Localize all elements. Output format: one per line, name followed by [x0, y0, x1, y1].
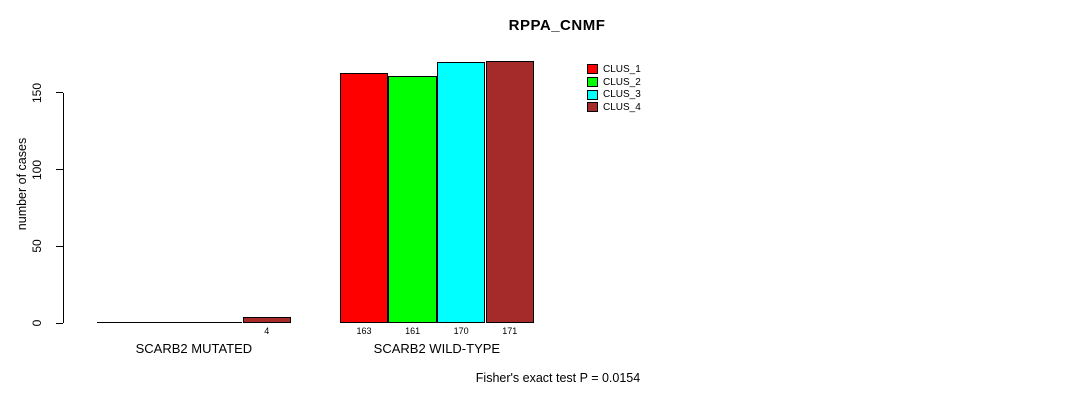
legend-swatch-clus_1	[587, 64, 598, 75]
chart-title: RPPA_CNMF	[508, 17, 606, 34]
legend-label-clus_2: CLUS_2	[603, 76, 641, 88]
legend-item-clus_4: CLUS_4	[587, 101, 641, 114]
zero-height-bar-clus_2	[145, 322, 194, 323]
y-axis-tick	[56, 92, 63, 94]
y-axis-tick-label: 0	[30, 319, 44, 327]
bar-clus_2	[388, 76, 437, 323]
legend-swatch-clus_4	[587, 102, 598, 113]
y-axis-tick-label: 50	[30, 239, 44, 253]
bar-value-label: 170	[453, 325, 469, 336]
zero-height-bar-clus_1	[96, 322, 146, 323]
y-axis-tick	[56, 322, 63, 324]
bar-value-label: 161	[405, 325, 421, 336]
y-axis-tick-label: 100	[30, 159, 44, 180]
bar-clus_3	[436, 62, 486, 323]
bar-value-label: 163	[356, 325, 372, 336]
bar-value-label: 171	[502, 325, 518, 336]
legend-swatch-clus_2	[587, 77, 598, 88]
legend-swatch-clus_3	[587, 89, 598, 100]
legend-label-clus_3: CLUS_3	[603, 89, 641, 101]
y-axis-line	[63, 92, 64, 323]
bar-clus_1	[339, 72, 389, 323]
bar-value-label: 4	[264, 325, 270, 336]
legend-item-clus_1: CLUS_1	[587, 63, 641, 76]
legend-label-clus_1: CLUS_1	[603, 63, 641, 75]
y-axis-tick	[56, 245, 63, 247]
legend-label-clus_4: CLUS_4	[603, 101, 641, 113]
legend-item-clus_2: CLUS_2	[587, 76, 641, 89]
y-axis-tick-label: 150	[30, 82, 44, 103]
bar-clus_4	[485, 60, 535, 323]
y-axis-tick	[56, 169, 63, 171]
fisher-test-note: Fisher's exact test P = 0.0154	[475, 371, 641, 385]
legend: CLUS_1 CLUS_2 CLUS_3 CLUS_4	[587, 63, 641, 114]
zero-height-bar-clus_3	[193, 322, 243, 323]
bar-clus_4	[242, 316, 292, 323]
x-group-label: SCARB2 MUTATED	[135, 341, 253, 356]
legend-item-clus_3: CLUS_3	[587, 88, 641, 101]
x-group-label: SCARB2 WILD-TYPE	[373, 341, 501, 356]
